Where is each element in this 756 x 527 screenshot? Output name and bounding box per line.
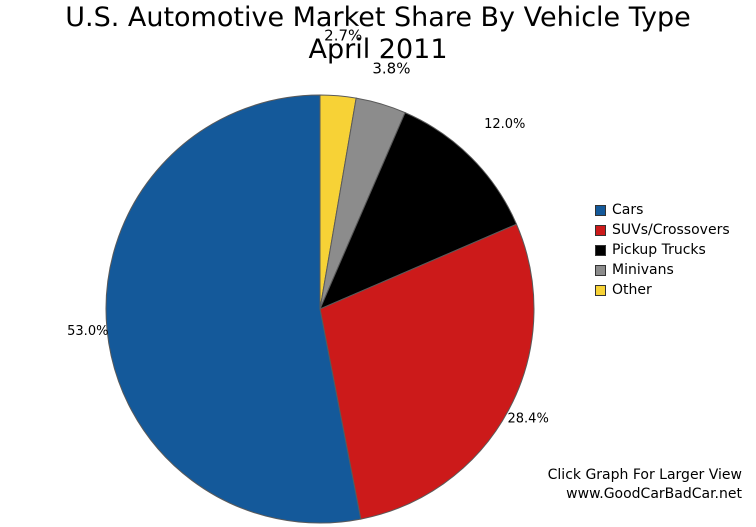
pie-slice-cars[interactable] [105, 94, 362, 524]
legend-item-other: Other [595, 280, 730, 300]
pie-slices [105, 94, 535, 524]
slice-label-pickup-trucks: 12.0% [484, 117, 525, 132]
legend-label-pickup-trucks: Pickup Trucks [612, 242, 706, 258]
pie-slice-pickup-trucks[interactable] [319, 111, 518, 310]
chart-legend: Cars SUVs/Crossovers Pickup Trucks Miniv… [595, 200, 730, 300]
legend-item-suvs-crossovers: SUVs/Crossovers [595, 220, 730, 240]
larger-view-link[interactable]: Click Graph For Larger View [547, 467, 742, 483]
legend-label-cars: Cars [612, 202, 644, 218]
slice-label-suvs-crossovers: 28.4% [508, 411, 549, 426]
legend-swatch-suvs-crossovers [595, 224, 606, 236]
legend-item-minivans: Minivans [595, 260, 730, 280]
legend-swatch-other [595, 284, 606, 296]
legend-swatch-cars [595, 204, 606, 216]
chart-title: U.S. Automotive Market Share By Vehicle … [65, 2, 691, 33]
legend-item-pickup-trucks: Pickup Trucks [595, 240, 730, 260]
pie-labels: 2.7% 3.8% 12.0% 28.4% 53.0% [67, 27, 549, 427]
slice-label-minivans: 3.8% [372, 60, 410, 78]
slice-label-other: 2.7% [324, 27, 362, 45]
legend-label-other: Other [612, 282, 652, 298]
legend-swatch-minivans [595, 264, 606, 276]
legend-swatch-pickup-trucks [595, 244, 606, 256]
slice-label-cars: 53.0% [67, 324, 108, 339]
pie-slice-suvs-crossovers[interactable] [319, 223, 535, 520]
legend-label-suvs-crossovers: SUVs/Crossovers [612, 222, 730, 238]
legend-item-cars: Cars [595, 200, 730, 220]
site-url[interactable]: www.GoodCarBadCar.net [566, 486, 742, 502]
chart-subtitle: April 2011 [308, 34, 448, 65]
legend-label-minivans: Minivans [612, 262, 674, 278]
